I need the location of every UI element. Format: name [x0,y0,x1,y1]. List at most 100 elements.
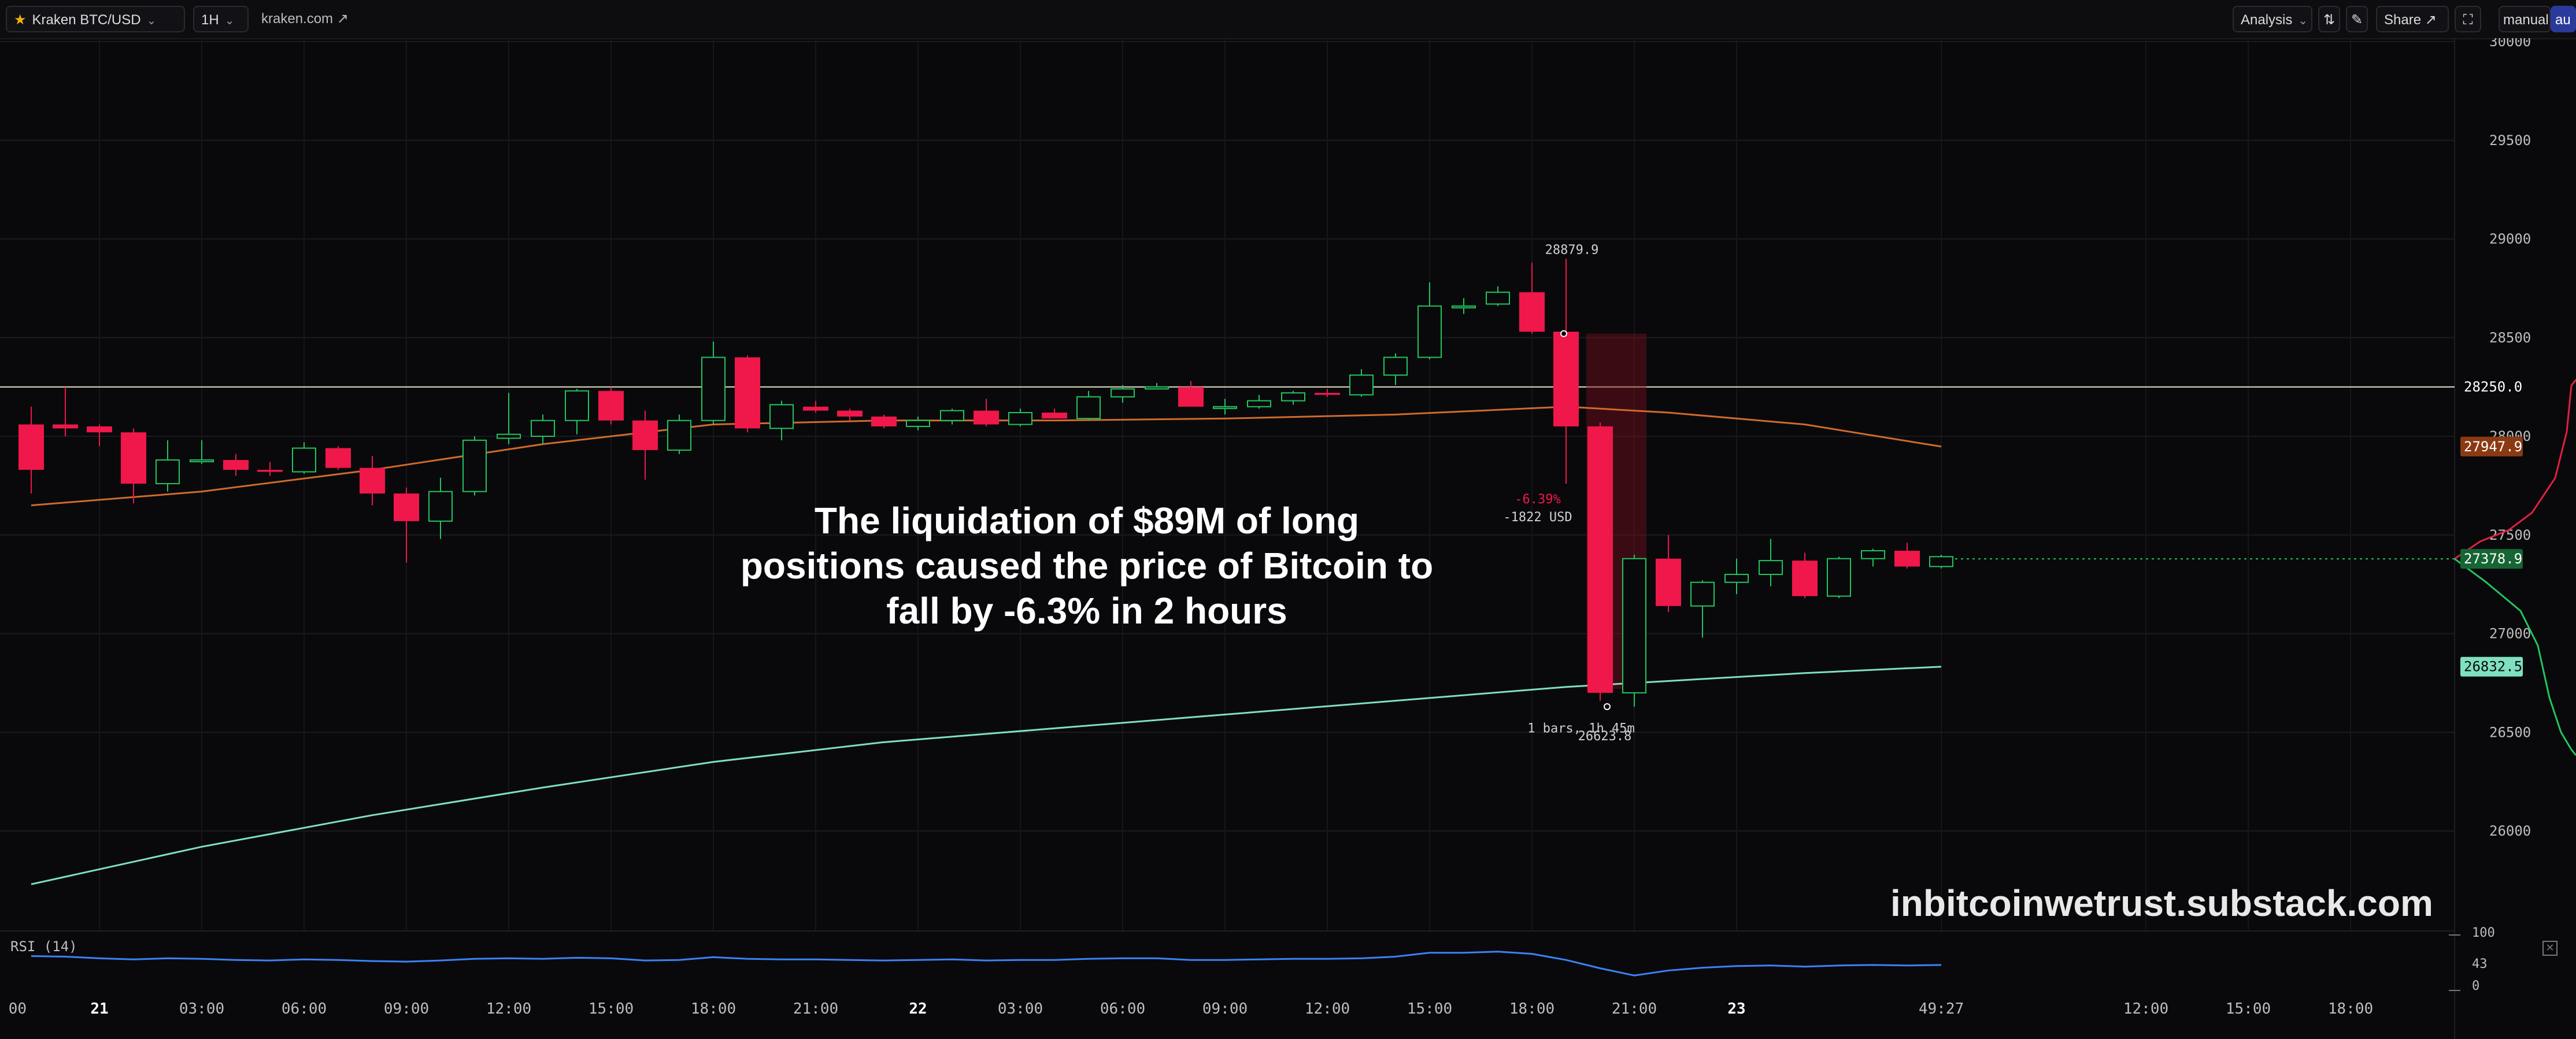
scale-auto-button[interactable]: au [2551,6,2576,32]
x-tick-label: 22 [909,1000,927,1018]
x-tick-label: 21 [90,1000,108,1018]
rsi-pane: RSI (14) [0,930,2455,996]
drawing-tools-button[interactable]: ✎ [2346,6,2368,32]
y-tick-label: 27000 [2489,626,2531,642]
candle-body-up [565,390,589,421]
candle-body-up [1759,560,1783,576]
close-icon[interactable]: ✕ [2542,941,2558,956]
exchange-link[interactable]: kraken.com ↗ [261,6,349,32]
y-tick-label: 28500 [2489,329,2531,346]
candle-body-up [531,420,555,437]
measure-bars-label: 1 bars, 1h 45m [1527,721,1634,736]
candle-body-up [769,404,794,429]
x-tick-label: 00 [9,1000,27,1018]
top-toolbar: ★ Kraken BTC/USD ⌄ 1H ⌄ kraken.com ↗ Analys… [0,0,2576,39]
pencil-icon: ✎ [2351,12,2363,28]
candle-body-down [735,357,760,429]
rsi-label: RSI (14) [10,938,77,955]
reference-price-label: 28250.0 [2464,379,2522,395]
x-tick-label: 12:00 [1305,1000,1350,1018]
x-tick-label: 21:00 [1612,1000,1657,1018]
annotation-text: The liquidation of $89M of long position… [682,498,1491,633]
candle-body-up [1622,558,1646,693]
analysis-dropdown[interactable]: Analysis ⌄ [2233,6,2312,32]
candle-body-up [1076,396,1101,420]
y-tick-label: 30000 [2489,38,2531,50]
candle-body-down [53,424,78,429]
star-icon[interactable]: ★ [14,12,27,28]
y-tick-label: 26000 [2489,823,2531,839]
x-tick-label: 12:00 [486,1000,531,1018]
candle-body-up [1281,392,1305,402]
candle-body-up [1417,305,1442,358]
x-tick-label: 15:00 [589,1000,634,1018]
candle-body-up [462,439,487,492]
x-tick-label: 06:00 [282,1000,327,1018]
ma-orange-price-label: 27947.9 [2464,439,2522,455]
measure-handle-bottom[interactable] [1604,703,1611,710]
candle-body-up [1690,581,1715,607]
timeframe-selector[interactable]: 1H ⌄ [193,6,249,32]
fullscreen-icon: ⛶ [2463,12,2473,28]
candle-body-down [1656,558,1681,606]
share-button[interactable]: Share ↗ [2376,6,2449,32]
last-price-label-bg [2460,549,2523,569]
candle-body-down [87,426,112,433]
x-tick-label: 03:00 [179,1000,224,1018]
x-tick-label: 18:00 [2328,1000,2373,1018]
candle-body-up [497,433,521,439]
fullscreen-button[interactable]: ⛶ [2455,6,2481,32]
candle-body-up [1349,374,1374,396]
timeframe-label: 1H [201,12,219,28]
ma-teal-price-label: 26832.5 [2464,659,2522,675]
candle-body-down [360,467,385,494]
candle-body-down [1894,551,1920,567]
candle-body-down [1042,413,1067,419]
symbol-selector[interactable]: ★ Kraken BTC/USD ⌄ [6,6,185,32]
external-link-icon: ↗ [336,11,349,27]
candle-body-up [1247,400,1271,407]
symbol-label: Kraken BTC/USD [32,12,141,28]
candle-body-up [1486,291,1510,305]
external-link-icon: ↗ [2425,12,2437,28]
candle-body-up [292,447,316,473]
candle-body-up [906,420,930,427]
candle-body-up [190,459,214,462]
candle-body-up [940,410,964,421]
y-tick-label: 29000 [2489,231,2531,247]
indicators-button[interactable]: ⇅ [2318,6,2340,32]
candle-body-up [1111,388,1135,398]
annotation-line-2: positions caused the price of Bitcoin to [740,545,1434,587]
measure-handle-top[interactable] [1560,330,1567,337]
candle-body-down [1315,392,1340,395]
candle-body-up [667,420,691,451]
candle-body-up [1008,412,1032,425]
candle-body-down [1587,426,1613,693]
candle-body-down [871,416,897,426]
candle-body-down [325,448,351,468]
share-label: Share [2384,12,2422,28]
annotation-line-1: The liquidation of $89M of long [814,500,1360,541]
chevron-down-icon: ⌄ [2298,14,2308,27]
rsi-tick-43: 43 [2472,957,2488,971]
scale-manual-button[interactable]: manual [2499,6,2551,32]
candle-body-up [1383,357,1408,376]
indicators-icon: ⇅ [2323,12,2336,28]
measure-percent-label: -6.39% [1515,492,1560,507]
y-tick-label: 26500 [2489,724,2531,740]
measure-low-label: 26623.8 [1578,729,1632,744]
last-price-label: 27378.9 [2464,551,2522,567]
moving-average-teal-line [31,666,1942,885]
candle-body-up [1724,574,1749,583]
measure-usd-label: -1822 USD [1503,510,1572,525]
x-tick-label: 49:27 [1919,1000,1964,1018]
x-tick-label: 06:00 [1100,1000,1145,1018]
x-tick-label: 21:00 [793,1000,838,1018]
rsi-tick-100: 100 [2472,926,2495,940]
x-tick-label: 18:00 [691,1000,736,1018]
candle-body-up [1929,556,1953,567]
price-chart[interactable]: 2600026500270002750028000285002900029500… [0,38,2576,1039]
candle-body-down [1553,332,1579,426]
candle-body-down [223,459,249,470]
